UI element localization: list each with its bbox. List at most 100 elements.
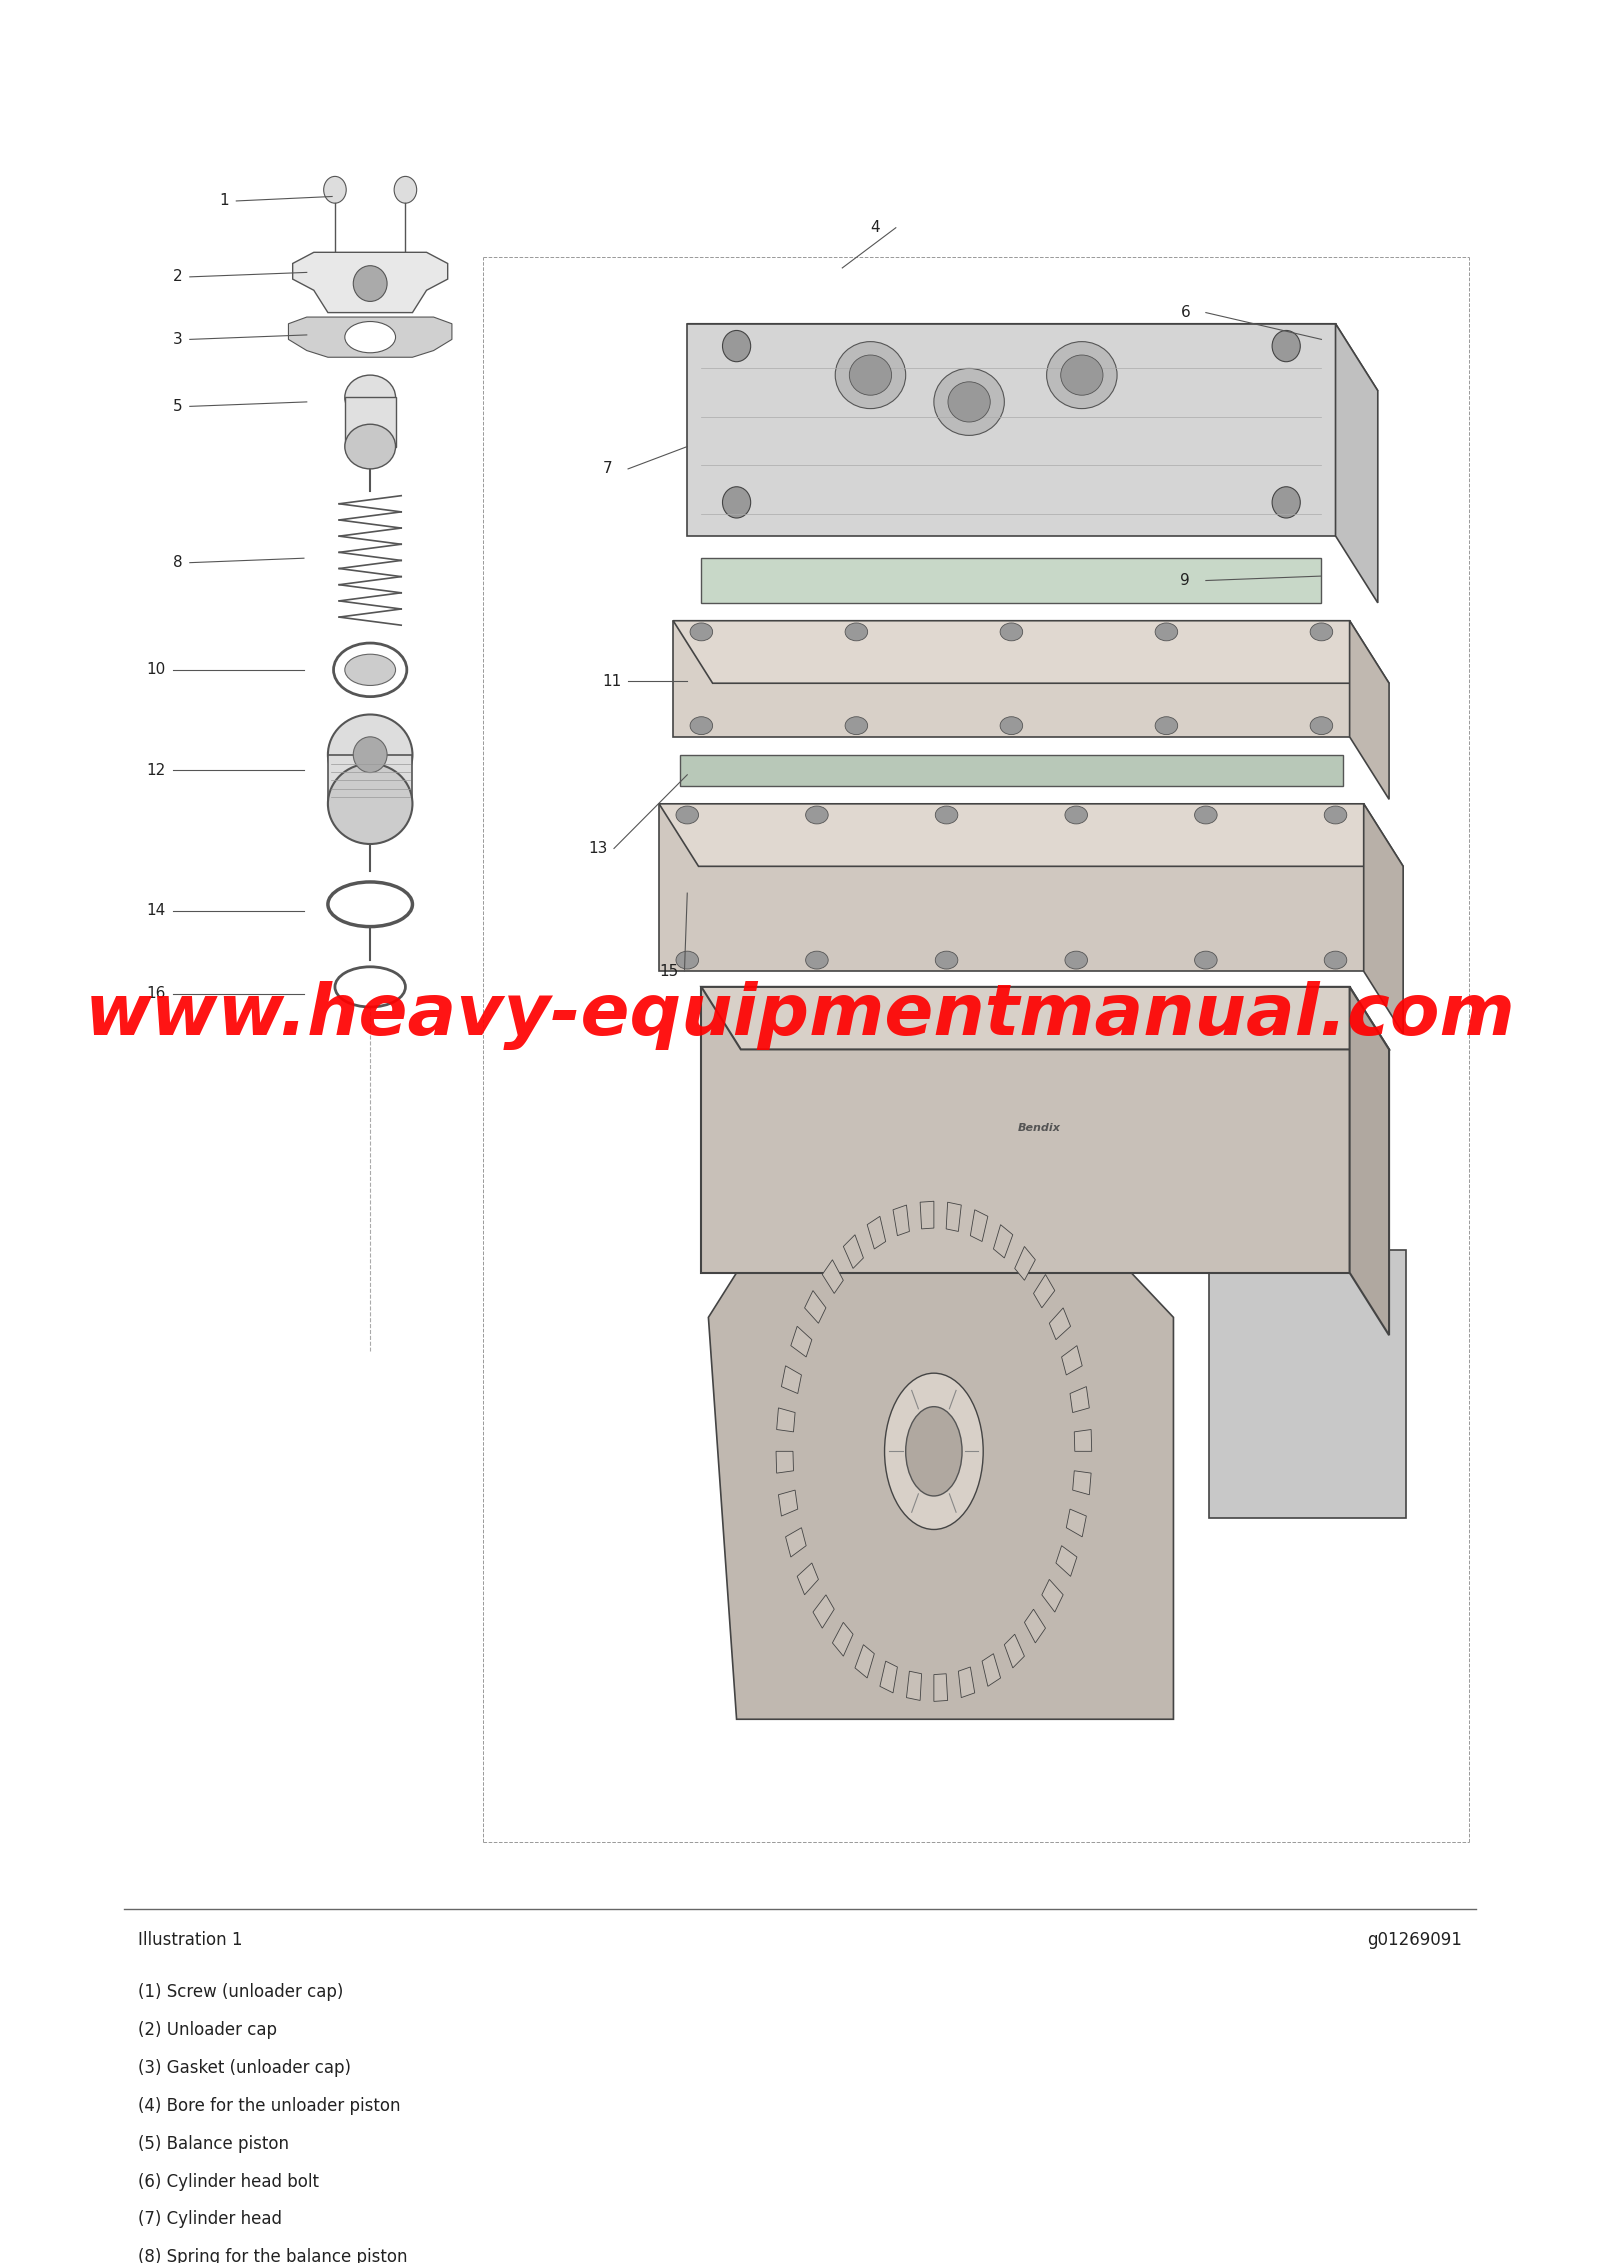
Polygon shape	[797, 1564, 819, 1595]
Ellipse shape	[936, 806, 958, 824]
Polygon shape	[1072, 1471, 1091, 1496]
Polygon shape	[822, 1260, 843, 1294]
Ellipse shape	[1046, 342, 1117, 410]
Ellipse shape	[675, 806, 699, 824]
Polygon shape	[779, 1489, 798, 1516]
Polygon shape	[1034, 1274, 1054, 1308]
Ellipse shape	[323, 177, 346, 204]
Polygon shape	[805, 1290, 826, 1324]
Polygon shape	[893, 1204, 909, 1236]
Text: 4: 4	[870, 220, 880, 235]
Polygon shape	[1208, 1251, 1406, 1518]
Ellipse shape	[1325, 950, 1347, 969]
Polygon shape	[701, 987, 1350, 1272]
Ellipse shape	[328, 883, 413, 926]
Polygon shape	[880, 1661, 898, 1693]
Polygon shape	[674, 620, 1350, 738]
Text: 2: 2	[173, 269, 182, 285]
Polygon shape	[293, 251, 448, 312]
Ellipse shape	[723, 330, 750, 362]
Ellipse shape	[690, 622, 712, 640]
Polygon shape	[982, 1654, 1000, 1686]
Polygon shape	[1070, 1387, 1090, 1412]
Ellipse shape	[806, 950, 829, 969]
Polygon shape	[701, 559, 1322, 602]
Text: 13: 13	[589, 842, 608, 855]
Polygon shape	[843, 1236, 864, 1270]
Text: (5) Balance piston: (5) Balance piston	[138, 2134, 288, 2152]
Polygon shape	[1062, 1346, 1082, 1376]
Polygon shape	[813, 1595, 834, 1627]
Text: (8) Spring for the balance piston: (8) Spring for the balance piston	[138, 2249, 406, 2263]
Ellipse shape	[328, 763, 413, 844]
Ellipse shape	[1310, 717, 1333, 735]
Polygon shape	[1014, 1247, 1035, 1281]
Polygon shape	[790, 1326, 811, 1358]
Text: 12: 12	[147, 763, 166, 778]
Ellipse shape	[845, 717, 867, 735]
Polygon shape	[934, 1675, 947, 1702]
Ellipse shape	[1195, 806, 1218, 824]
Polygon shape	[709, 1272, 1173, 1720]
Polygon shape	[1363, 803, 1403, 1034]
Polygon shape	[776, 1451, 794, 1473]
Polygon shape	[1024, 1609, 1045, 1643]
Polygon shape	[1350, 987, 1389, 1335]
Ellipse shape	[346, 376, 395, 419]
Ellipse shape	[1061, 355, 1102, 396]
Polygon shape	[688, 324, 1336, 536]
Ellipse shape	[850, 355, 891, 396]
Ellipse shape	[1066, 806, 1088, 824]
Polygon shape	[867, 1215, 886, 1249]
Text: Illustration 1: Illustration 1	[138, 1930, 242, 1948]
Text: 8: 8	[173, 554, 182, 570]
Polygon shape	[701, 987, 1389, 1050]
Ellipse shape	[1155, 717, 1178, 735]
Text: g01269091: g01269091	[1368, 1930, 1462, 1948]
Ellipse shape	[1310, 622, 1333, 640]
Ellipse shape	[1195, 950, 1218, 969]
Polygon shape	[1056, 1546, 1077, 1577]
Ellipse shape	[1272, 487, 1301, 518]
Polygon shape	[1350, 620, 1389, 799]
Ellipse shape	[346, 423, 395, 468]
Text: 6: 6	[1181, 306, 1190, 319]
Circle shape	[906, 1408, 962, 1496]
Text: 3: 3	[173, 333, 182, 346]
Circle shape	[885, 1374, 984, 1530]
Polygon shape	[946, 1202, 962, 1231]
Polygon shape	[1042, 1580, 1062, 1611]
Ellipse shape	[346, 654, 395, 686]
Ellipse shape	[1325, 806, 1347, 824]
Text: 14: 14	[147, 903, 166, 919]
Text: 15: 15	[659, 964, 678, 980]
Text: (4) Bore for the unloader piston: (4) Bore for the unloader piston	[138, 2096, 400, 2114]
Text: (7) Cylinder head: (7) Cylinder head	[138, 2211, 282, 2229]
Ellipse shape	[723, 487, 750, 518]
Ellipse shape	[334, 966, 405, 1007]
Ellipse shape	[690, 717, 712, 735]
Ellipse shape	[835, 342, 906, 410]
Polygon shape	[994, 1224, 1013, 1258]
Text: 10: 10	[147, 663, 166, 677]
Polygon shape	[674, 620, 1389, 683]
Ellipse shape	[845, 622, 867, 640]
Polygon shape	[970, 1211, 987, 1242]
Polygon shape	[1074, 1430, 1091, 1451]
FancyBboxPatch shape	[328, 754, 413, 803]
FancyBboxPatch shape	[346, 398, 395, 446]
Ellipse shape	[354, 738, 387, 772]
Polygon shape	[854, 1645, 874, 1677]
Polygon shape	[958, 1668, 974, 1697]
Ellipse shape	[346, 321, 395, 353]
Text: (3) Gasket (unloader cap): (3) Gasket (unloader cap)	[138, 2059, 350, 2077]
Polygon shape	[1066, 1509, 1086, 1537]
Polygon shape	[1005, 1634, 1024, 1668]
Polygon shape	[288, 317, 451, 358]
Ellipse shape	[1155, 622, 1178, 640]
Polygon shape	[776, 1408, 795, 1432]
Ellipse shape	[333, 643, 406, 697]
Ellipse shape	[936, 950, 958, 969]
Ellipse shape	[947, 382, 990, 421]
Ellipse shape	[1000, 622, 1022, 640]
